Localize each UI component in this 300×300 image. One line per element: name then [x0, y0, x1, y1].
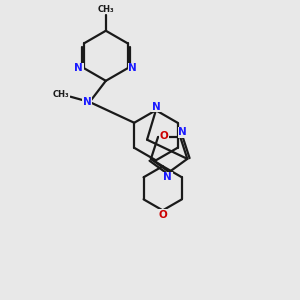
Text: CH₃: CH₃ — [98, 5, 114, 14]
Text: N: N — [83, 97, 92, 107]
Text: N: N — [152, 102, 160, 112]
Text: CH₃: CH₃ — [53, 90, 69, 99]
Text: N: N — [128, 63, 137, 73]
Text: N: N — [74, 63, 83, 73]
Text: N: N — [163, 172, 172, 182]
Text: N: N — [178, 127, 187, 137]
Text: O: O — [160, 131, 169, 141]
Text: O: O — [158, 209, 167, 220]
